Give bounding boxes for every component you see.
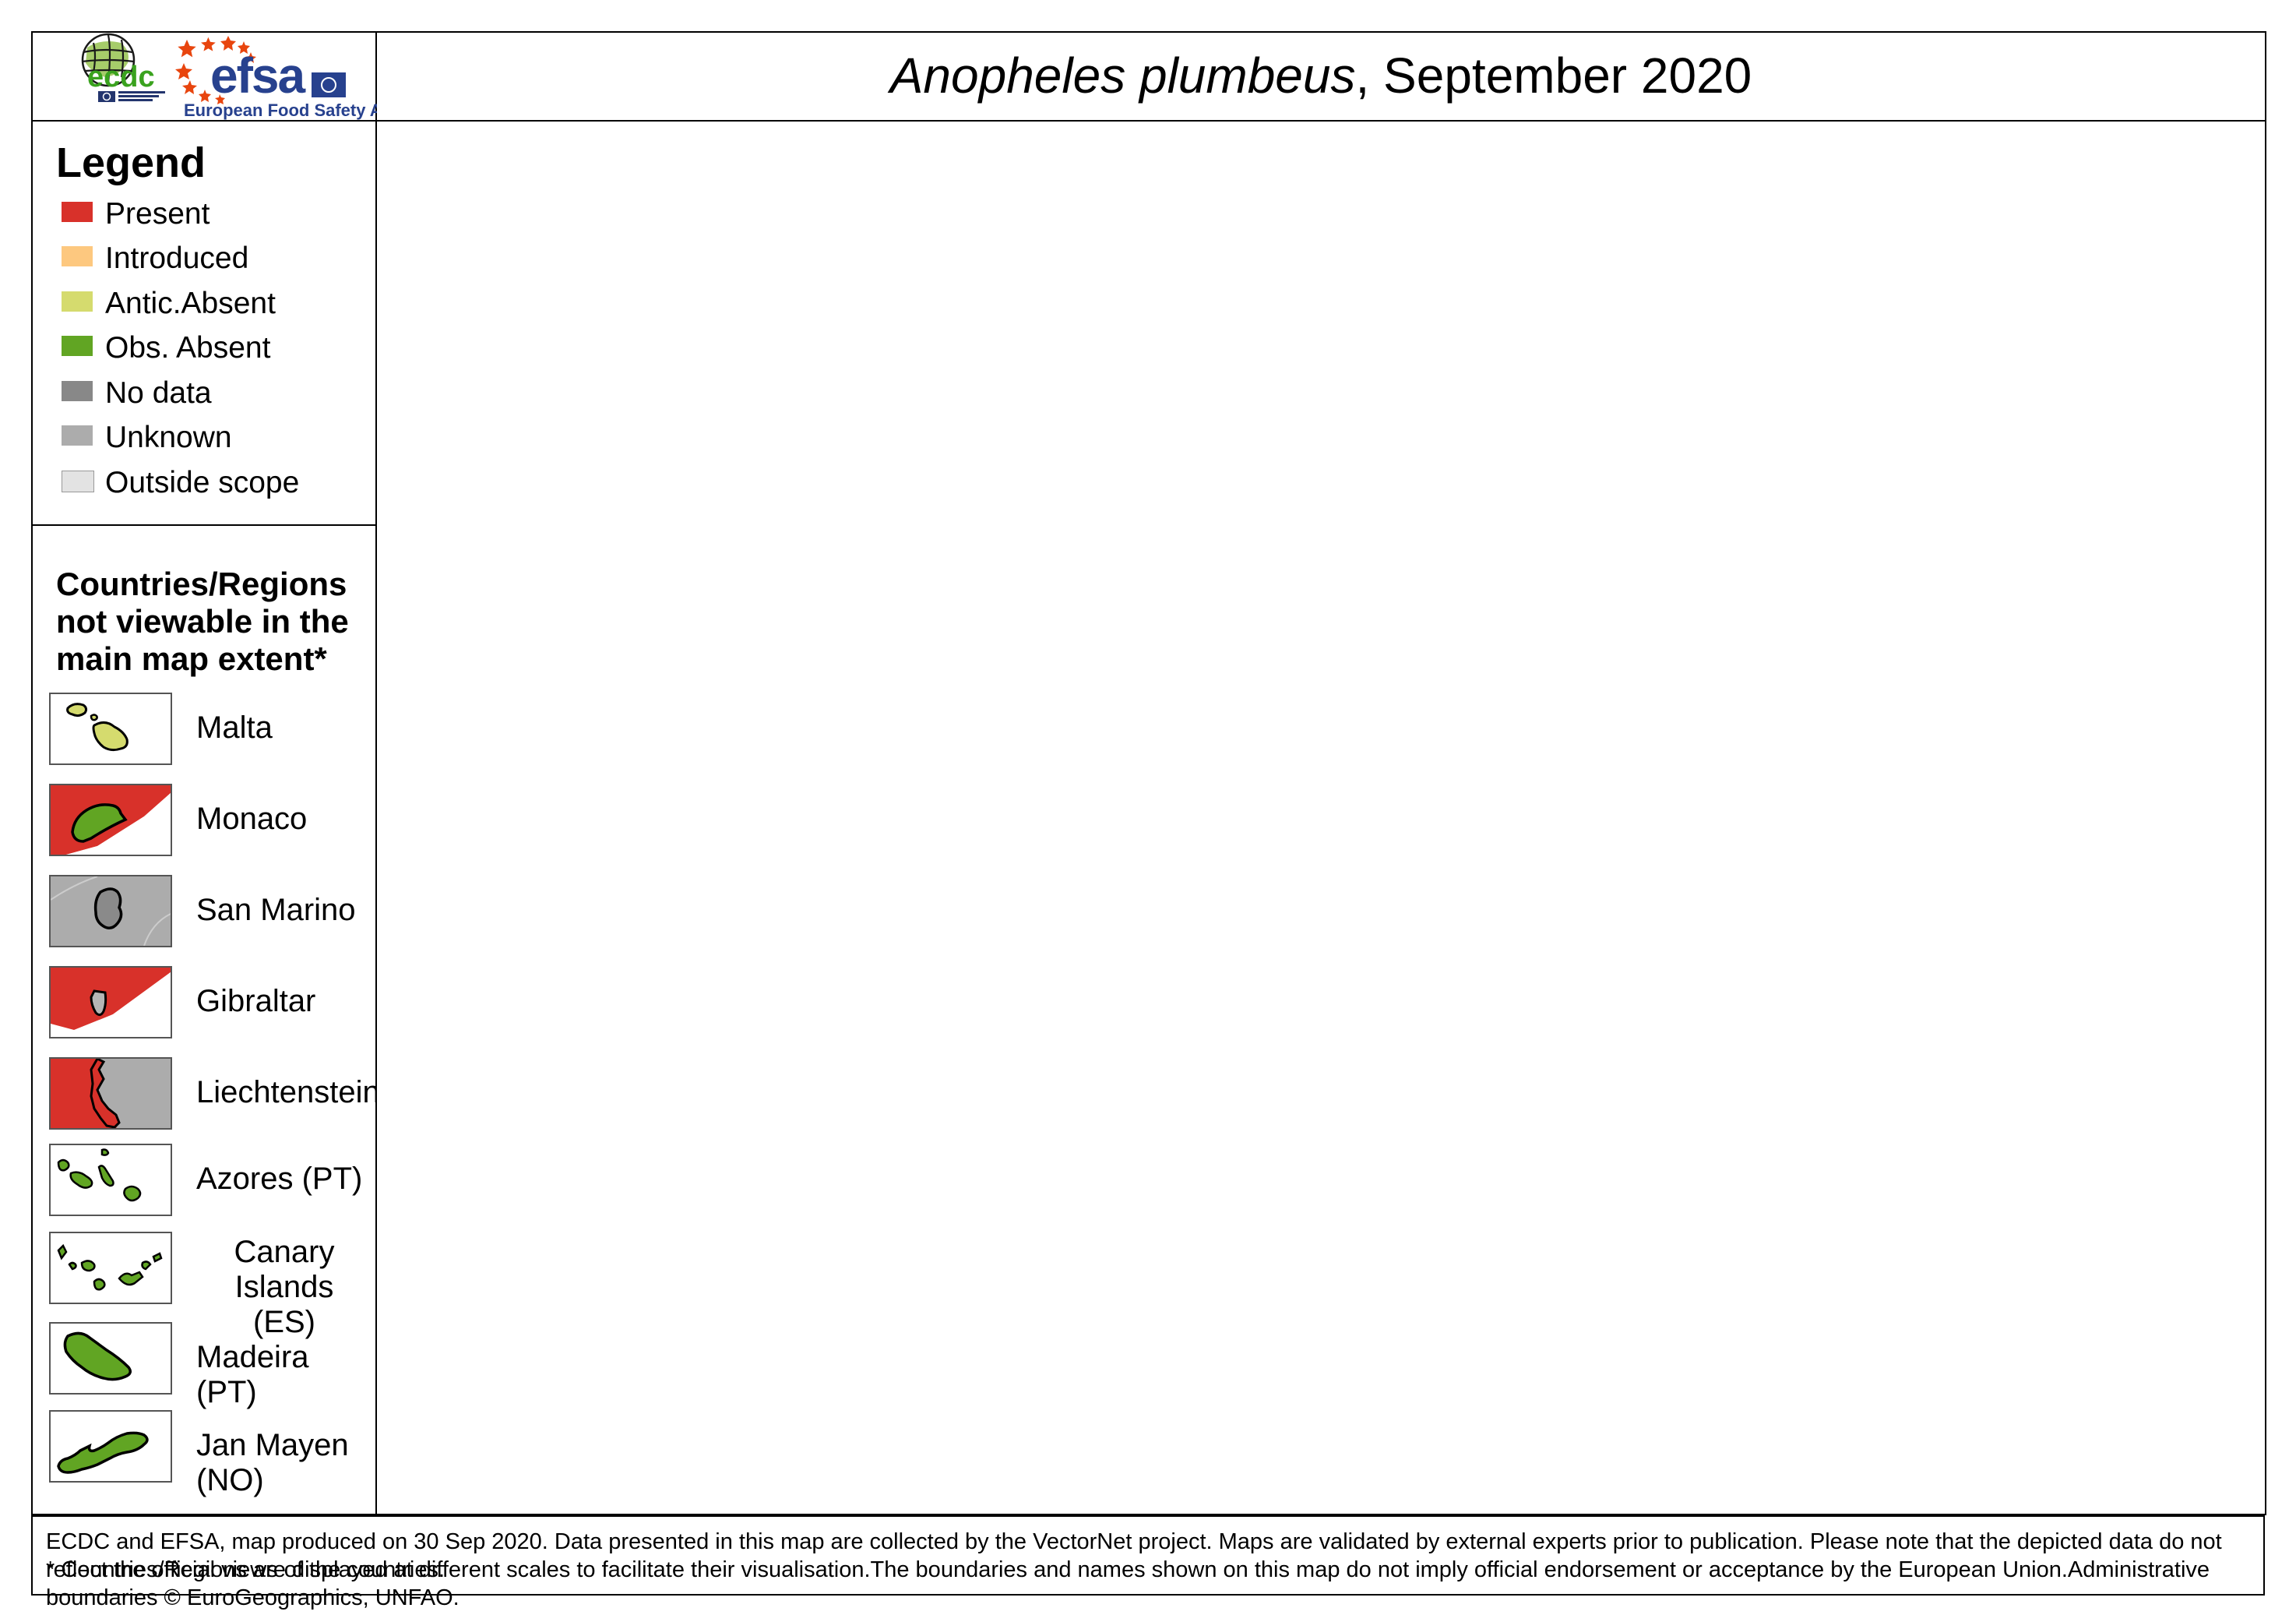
svg-text:European Food Safety Authority: European Food Safety Authority: [184, 100, 377, 120]
svg-text:efsa: efsa: [210, 48, 306, 104]
svg-text:ecdc: ecdc: [87, 61, 155, 93]
